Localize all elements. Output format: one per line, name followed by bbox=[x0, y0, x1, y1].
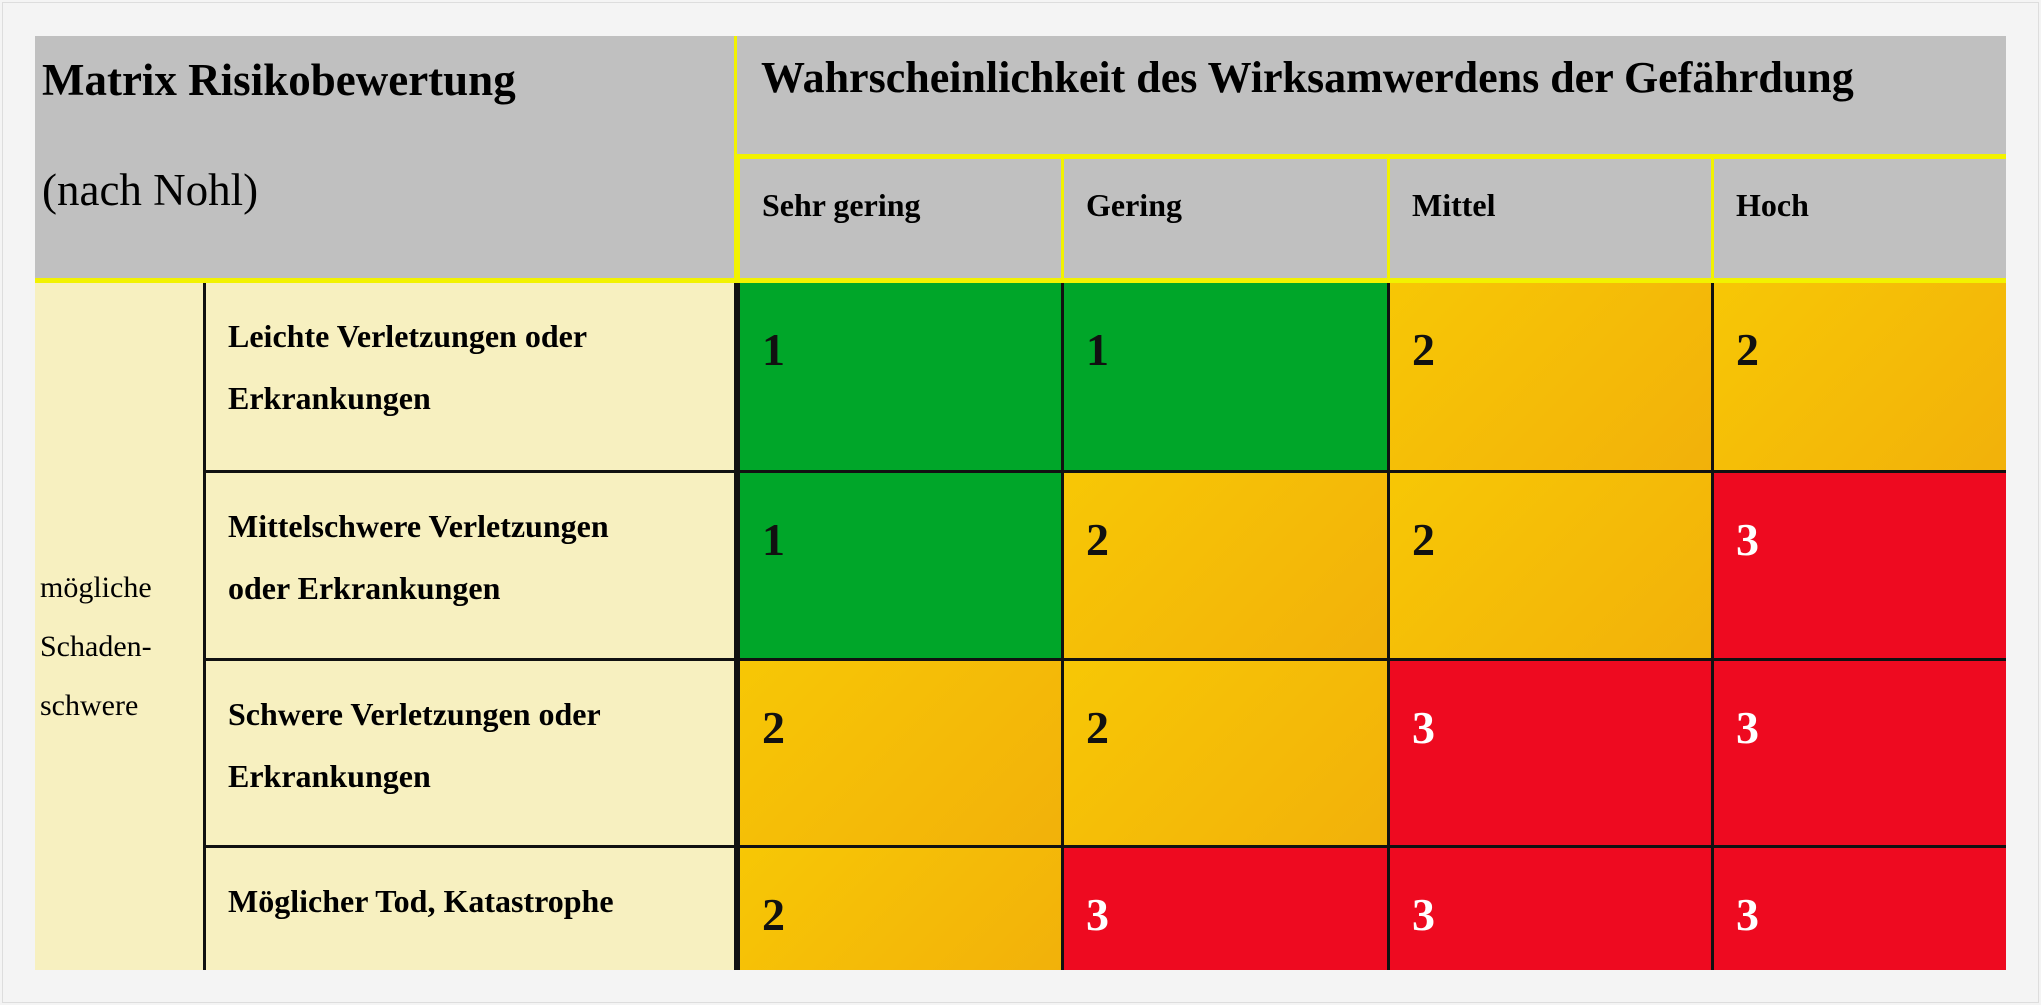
risk-level-cell: 2 bbox=[737, 658, 1061, 845]
row-header-line: Erkrankungen bbox=[228, 380, 431, 416]
row-header: Schwere Verletzungen oder Erkrankungen bbox=[206, 658, 737, 845]
risk-level-cell: 3 bbox=[1711, 845, 2006, 970]
risk-level-cell: 2 bbox=[1387, 470, 1711, 658]
risk-level-cell: 2 bbox=[1387, 283, 1711, 470]
risk-level-cell: 2 bbox=[1061, 470, 1387, 658]
row-header-line: Schwere Verletzungen oder bbox=[228, 696, 601, 732]
column-header-gering: Gering bbox=[1061, 159, 1387, 283]
risk-level-cell: 2 bbox=[737, 845, 1061, 970]
risk-level-cell: 2 bbox=[1061, 658, 1387, 845]
risk-level-cell: 3 bbox=[1711, 470, 2006, 658]
risk-level-cell: 1 bbox=[1061, 283, 1387, 470]
risk-matrix-table: Matrix Risikobewertung (nach Nohl) Wahrs… bbox=[35, 36, 2006, 970]
risk-level-cell: 2 bbox=[1711, 283, 2006, 470]
probability-header: Wahrscheinlichkeit des Wirksamwerdens de… bbox=[737, 36, 2006, 159]
row-header-line: oder Erkrankungen bbox=[228, 570, 501, 606]
matrix-title: Matrix Risikobewertung bbox=[42, 55, 516, 105]
risk-level-cell: 3 bbox=[1387, 845, 1711, 970]
row-header-line: Mittelschwere Verletzungen bbox=[228, 508, 609, 544]
column-header-mittel: Mittel bbox=[1387, 159, 1711, 283]
column-header-sehr-gering: Sehr gering bbox=[737, 159, 1061, 283]
risk-level-cell: 1 bbox=[737, 470, 1061, 658]
risk-level-cell: 1 bbox=[737, 283, 1061, 470]
severity-label-line: schwere bbox=[40, 689, 139, 722]
row-header-line: Möglicher Tod, Katastrophe bbox=[228, 883, 614, 919]
severity-label-line: mögliche bbox=[40, 571, 152, 604]
column-header-hoch: Hoch bbox=[1711, 159, 2006, 283]
risk-level-cell: 3 bbox=[1387, 658, 1711, 845]
matrix-title-cell: Matrix Risikobewertung (nach Nohl) bbox=[35, 36, 737, 283]
matrix-subtitle: (nach Nohl) bbox=[42, 165, 259, 215]
row-header-line: Leichte Verletzungen oder bbox=[228, 318, 588, 354]
risk-level-cell: 3 bbox=[1711, 658, 2006, 845]
row-header: Mittelschwere Verletzungen oder Erkrankun… bbox=[206, 470, 737, 658]
row-header: Möglicher Tod, Katastrophe bbox=[206, 845, 737, 970]
row-header-line: Erkrankungen bbox=[228, 758, 431, 794]
severity-label: mögliche Schaden- schwere bbox=[35, 283, 206, 970]
severity-label-line: Schaden- bbox=[40, 630, 152, 663]
risk-level-cell: 3 bbox=[1061, 845, 1387, 970]
row-header: Leichte Verletzungen oder Erkrankungen bbox=[206, 283, 737, 470]
